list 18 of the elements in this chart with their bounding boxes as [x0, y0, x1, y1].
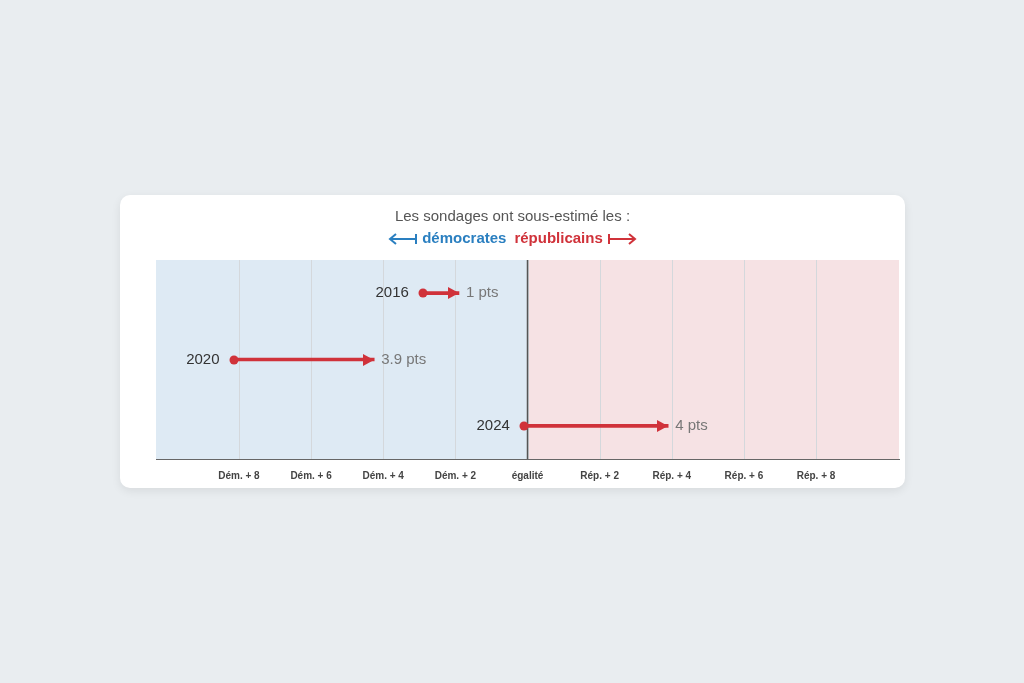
band-label: démocrates [422, 229, 507, 246]
x-tick-label: Dém. + 6 [290, 469, 333, 481]
chart-title: Les sondages ont sous-estimé les : [393, 207, 632, 224]
y-tick-label: 2016 [375, 283, 409, 301]
x-tick-label: Dém. + 8 [218, 469, 261, 481]
y-tick-label: 2024 [476, 415, 510, 433]
x-tick-label: égalité [511, 469, 544, 481]
x-tick-label: Rép. + 8 [796, 469, 836, 481]
y-tick-label: 2020 [186, 349, 220, 367]
x-tick-label: Dém. + 2 [434, 469, 477, 481]
band-label: républicains [514, 229, 603, 246]
x-tick-label: Rép. + 6 [724, 469, 764, 481]
x-tick-label: Rép. + 2 [580, 469, 620, 481]
x-tick-label: Rép. + 4 [652, 469, 692, 481]
data-label: 4 pts [675, 415, 708, 433]
x-tick-label: Dém. + 4 [362, 469, 405, 481]
data-label: 1 pts [465, 283, 499, 301]
data-label: 3.9 pts [381, 349, 427, 367]
